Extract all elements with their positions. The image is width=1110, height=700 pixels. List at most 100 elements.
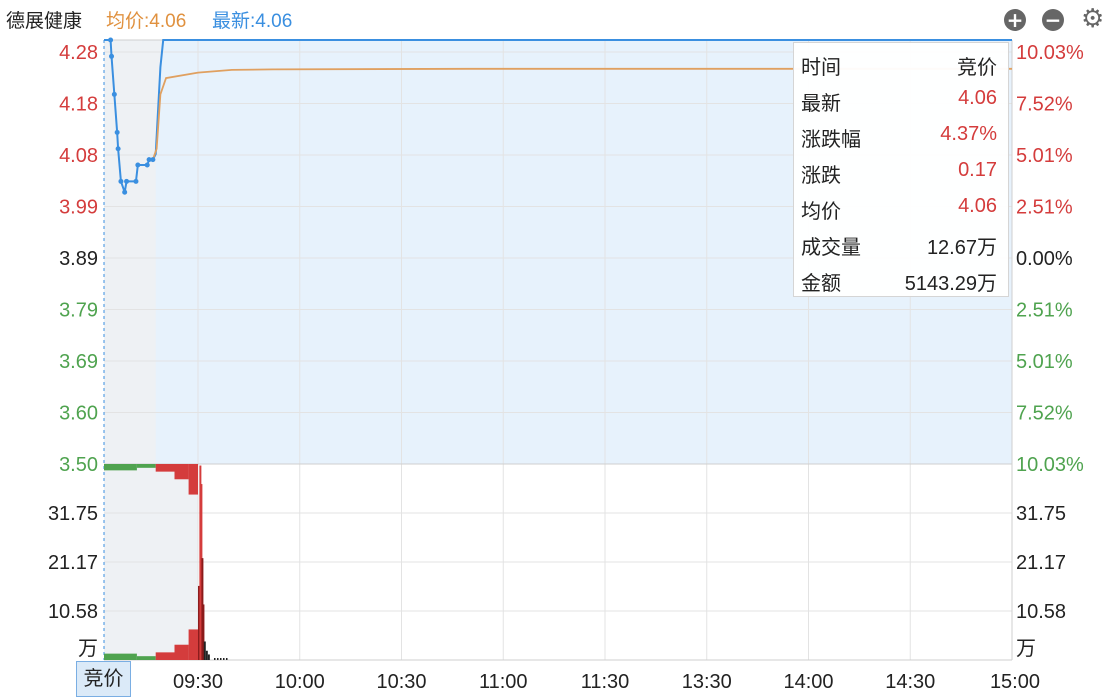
price-point xyxy=(115,146,121,152)
tooltip-row: 最新 4.06 xyxy=(794,81,1010,117)
percent-tick-label: 10.03% xyxy=(1016,42,1084,64)
header-bar: 德展健康 均价:4.06 最新:4.06 + − ⚙ xyxy=(0,0,1110,38)
price-tick-label: 3.60 xyxy=(59,403,98,425)
tooltip-value: 4.06 xyxy=(958,87,997,109)
call-auction-volume-bar xyxy=(188,629,198,660)
tooltip-value: 4.37% xyxy=(940,123,997,145)
tooltip-value: 竞价 xyxy=(957,57,997,79)
price-point xyxy=(133,178,139,184)
volume-tick-label: 31.75 xyxy=(48,503,98,525)
percent-tick-label: 5.01% xyxy=(1016,351,1073,373)
volume-unit-label: 万 xyxy=(1016,638,1036,660)
price-tick-label: 4.18 xyxy=(59,94,98,116)
percent-tick-label: 7.52% xyxy=(1016,403,1073,425)
tooltip-key: 涨跌 xyxy=(801,165,841,187)
tooltip-value: 5143.29万 xyxy=(904,273,997,295)
volume-bar xyxy=(199,465,202,660)
tooltip-key: 涨跌幅 xyxy=(801,129,861,151)
tooltip-value: 4.06 xyxy=(958,195,997,217)
volume-bar xyxy=(201,558,204,660)
call-auction-tab[interactable]: 竞价 xyxy=(76,661,131,697)
percent-tick-label: 5.01% xyxy=(1016,145,1073,167)
time-tick-label: 14:30 xyxy=(885,671,935,693)
price-point xyxy=(108,37,114,43)
call-auction-volume-top xyxy=(104,464,137,471)
price-tick-label: 3.99 xyxy=(59,197,98,219)
call-auction-volume-top xyxy=(155,464,175,472)
tooltip-row: 涨跌幅 4.37% xyxy=(794,117,1010,153)
percent-tick-label: 10.03% xyxy=(1016,454,1084,476)
volume-bar xyxy=(217,658,219,660)
call-auction-volume-bar xyxy=(174,644,189,660)
tooltip-panel: 时间 竞价 最新 4.06 涨跌幅 4.37% 涨跌 0.17 均价 4.06 … xyxy=(793,42,1009,297)
last-price-label: 最新:4.06 xyxy=(212,11,293,32)
tooltip-row: 涨跌 0.17 xyxy=(794,153,1010,189)
volume-tick-label: 10.58 xyxy=(1016,601,1066,623)
tooltip-value: 12.67万 xyxy=(926,237,997,259)
price-tick-label: 3.79 xyxy=(59,300,98,322)
percent-tick-label: 2.51% xyxy=(1016,197,1073,219)
price-point xyxy=(146,157,152,163)
price-point xyxy=(122,189,128,195)
price-point xyxy=(118,178,124,184)
time-tick-label: 11:00 xyxy=(479,671,528,693)
avg-price-label: 均价:4.06 xyxy=(106,11,187,32)
call-auction-volume-bar xyxy=(155,652,175,660)
time-tick-label: 15:00 xyxy=(990,671,1040,693)
tooltip-header-row: 时间 竞价 xyxy=(794,45,1010,81)
price-point xyxy=(144,162,150,168)
call-auction-volume-bar xyxy=(104,653,137,660)
tooltip-value: 0.17 xyxy=(958,159,997,181)
tooltip-key: 时间 xyxy=(801,57,841,79)
price-point xyxy=(111,91,117,97)
zoom-in-icon[interactable]: + xyxy=(1004,9,1026,31)
volume-bar xyxy=(198,585,201,660)
price-point xyxy=(150,157,156,163)
time-tick-label: 11:30 xyxy=(581,671,630,693)
volume-bar xyxy=(226,658,228,660)
percent-tick-label: 2.51% xyxy=(1016,300,1073,322)
stock-name: 德展健康 xyxy=(6,11,83,32)
tooltip-key: 金额 xyxy=(801,273,841,295)
avg-price-line xyxy=(152,67,1012,160)
tooltip-row: 成交量 12.67万 xyxy=(794,225,1010,261)
gear-icon[interactable]: ⚙ xyxy=(1081,4,1105,34)
price-tick-label: 3.69 xyxy=(59,351,98,373)
tooltip-key: 最新 xyxy=(801,93,841,115)
time-tick-label: 13:30 xyxy=(682,671,732,693)
volume-tick-label: 10.58 xyxy=(48,601,98,623)
tooltip-key: 均价 xyxy=(801,201,841,223)
volume-tick-label: 21.17 xyxy=(1016,552,1066,574)
call-auction-volume-top xyxy=(188,464,198,495)
volume-bar xyxy=(205,650,208,660)
price-point xyxy=(114,129,120,135)
percent-tick-label: 0.00% xyxy=(1016,248,1073,270)
call-auction-volume-top xyxy=(174,464,189,480)
volume-bar xyxy=(220,658,222,660)
price-tick-label: 3.50 xyxy=(59,454,98,476)
volume-tick-label: 31.75 xyxy=(1016,503,1066,525)
time-tick-label: 10:30 xyxy=(376,671,426,693)
tooltip-key: 成交量 xyxy=(801,237,861,259)
time-tick-label: 14:00 xyxy=(783,671,833,693)
price-tick-label: 3.89 xyxy=(59,248,98,270)
tooltip-row: 均价 4.06 xyxy=(794,189,1010,225)
price-tick-label: 4.28 xyxy=(59,42,98,64)
volume-unit-label: 万 xyxy=(78,638,98,660)
volume-bar xyxy=(223,658,225,660)
time-tick-label: 10:00 xyxy=(275,671,325,693)
zoom-out-icon[interactable]: − xyxy=(1042,9,1064,31)
price-point xyxy=(124,178,130,184)
price-point xyxy=(135,162,141,168)
volume-bar xyxy=(203,641,206,660)
percent-tick-label: 7.52% xyxy=(1016,94,1073,116)
tooltip-row: 金额 5143.29万 xyxy=(794,261,1010,297)
call-auction-volume-top xyxy=(136,464,156,468)
volume-tick-label: 21.17 xyxy=(48,552,98,574)
time-tick-label: 09:30 xyxy=(173,671,223,693)
volume-bar xyxy=(200,484,203,660)
price-point xyxy=(109,53,115,59)
price-tick-label: 4.08 xyxy=(59,145,98,167)
call-auction-volume-bar xyxy=(136,656,156,660)
volume-bar xyxy=(202,604,205,660)
